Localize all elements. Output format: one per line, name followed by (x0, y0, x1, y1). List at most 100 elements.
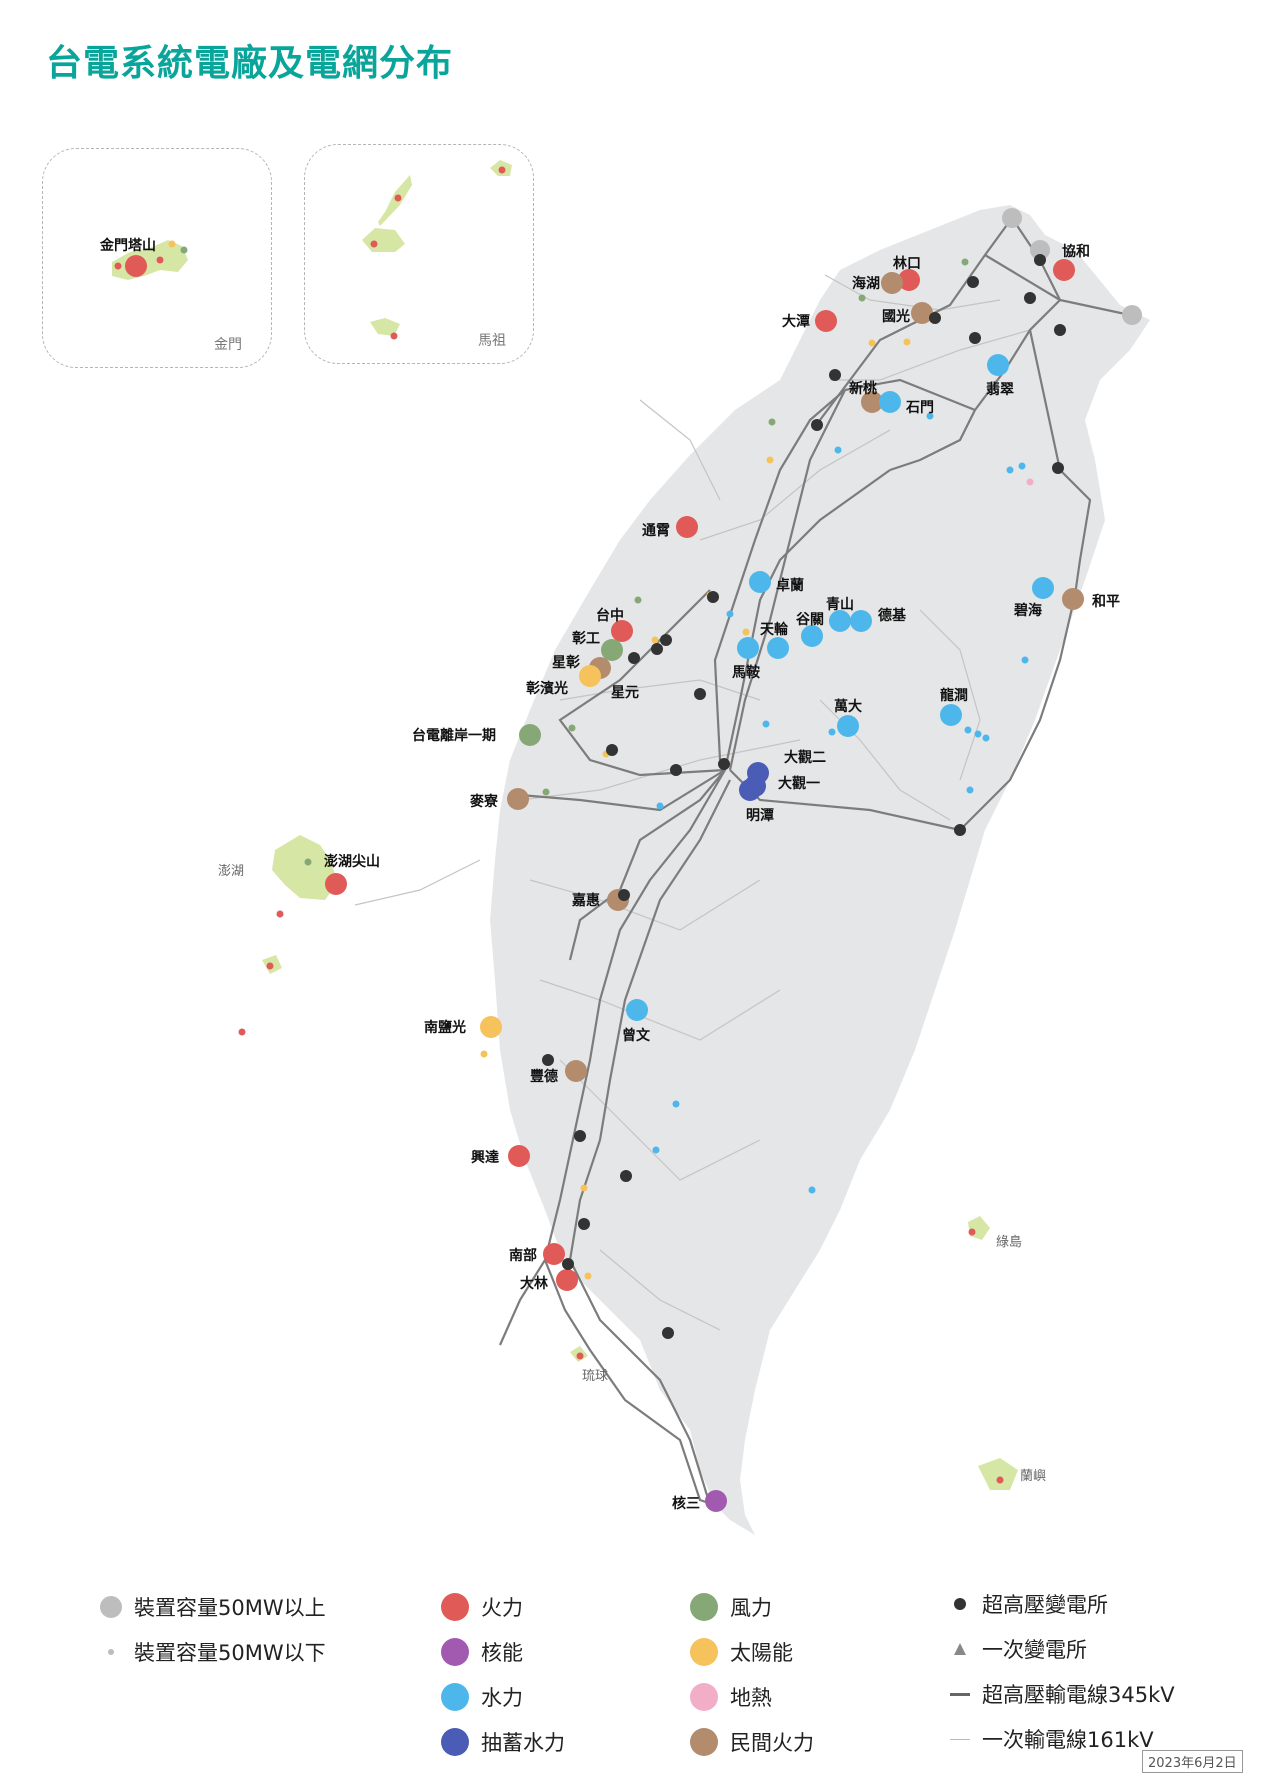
ehv-substation-icon (660, 634, 672, 646)
legend-thermal-dot (441, 1593, 469, 1621)
label-feicui: 翡翠 (986, 381, 1014, 398)
small-wind-dot (304, 858, 312, 866)
label-xintao: 新桃 (849, 380, 877, 397)
private-plant-haihu (881, 272, 903, 294)
thermal-plant-taichung (611, 620, 633, 642)
small-thermal-dot (238, 1028, 246, 1036)
legend-hydro: 水力 (441, 1682, 523, 1712)
ehv-substation-icon (670, 764, 682, 776)
small-hydro-dot (966, 786, 974, 794)
small-thermal-dot (156, 256, 164, 264)
small-hydro-dot (652, 1146, 660, 1154)
matsu-islet-d (370, 318, 400, 336)
large-plant-marker (1030, 240, 1050, 260)
map-title: 台電系統電廠及電網分布 (46, 43, 454, 84)
thermal-plant-datan (815, 310, 837, 332)
label-orchid-island: 蘭嶼 (1020, 1468, 1046, 1484)
matsu-islet-b (362, 228, 405, 252)
label-shimen: 石門 (905, 400, 934, 416)
hydro-plant-shimen (879, 391, 901, 413)
label-maanshan: 核三 (672, 1495, 700, 1512)
legend-solar-dot (690, 1638, 718, 1666)
small-wind-dot (961, 258, 969, 266)
label-green-island: 綠島 (996, 1235, 1022, 1250)
legend-hydro-dot (441, 1683, 469, 1711)
label-kinmen-tashan: 金門塔山 (99, 237, 156, 254)
ehv-substation-icon (1024, 292, 1036, 304)
thermal-plant-linkou (898, 269, 920, 291)
small-solar-dot (766, 456, 774, 464)
legend-wind-dot (690, 1593, 718, 1621)
hydro-plant-maan (737, 637, 759, 659)
label-guguan: 谷關 (796, 612, 824, 628)
penghu-islets (272, 835, 338, 900)
thermal-plant-penghu-jianshan (325, 873, 347, 895)
label-haihu: 海湖 (852, 275, 880, 292)
ehv-substation-icon (1052, 462, 1064, 474)
label-qingshan: 青山 (826, 596, 854, 613)
label-guoguang: 國光 (882, 308, 910, 325)
hydro-plant-qingshan (829, 610, 851, 632)
nuclear-plant-maanshan (705, 1490, 727, 1512)
ehv-substation-icon (954, 824, 966, 836)
small-wind-dot (568, 724, 576, 732)
small-hydro-dot (926, 412, 934, 420)
label-daguan1: 大觀一 (778, 775, 820, 792)
legend-thermal: 火力 (441, 1592, 523, 1622)
ehv-substation-icon (969, 332, 981, 344)
small-thermal-dot (576, 1352, 584, 1360)
kinmen-inset-label: 金門 (214, 337, 242, 353)
label-mailiao: 麥寮 (469, 793, 499, 810)
date-stamp: 2023年6月2日 (1142, 1750, 1243, 1773)
small-wind-dot (180, 246, 188, 254)
matsu-inset-label: 馬祖 (478, 333, 506, 349)
large-plant-marker (1122, 305, 1142, 325)
label-changgong: 彰工 (572, 630, 600, 647)
small-solar-dot (168, 240, 176, 248)
label-xingda: 興達 (471, 1149, 499, 1166)
private-plant-heping (1062, 588, 1084, 610)
label-longjian: 龍澗 (940, 687, 968, 704)
small-hydro-dot (726, 610, 734, 618)
small-solar-dot (580, 1184, 588, 1192)
thermal-plant-kinmen-tashan (125, 255, 147, 277)
ehv-substation-icon (718, 758, 730, 770)
label-mingtan: 明潭 (746, 807, 774, 824)
thermal-plant-tongxiao (676, 516, 698, 538)
hydro-plant-feicui (987, 354, 1009, 376)
kinmen-inset (42, 148, 272, 368)
ehv-substation-icon (829, 369, 841, 381)
small-solar-dot (868, 339, 876, 347)
small-wind-dot (542, 788, 550, 796)
private-plant-xintao (861, 391, 883, 413)
small-hydro-dot (656, 802, 664, 810)
large-plant-marker (1002, 208, 1022, 228)
small-thermal-dot (390, 332, 398, 340)
taiwan-landmass (490, 205, 1150, 1535)
legend-private-dot (690, 1728, 718, 1756)
small-wind-dot (634, 596, 642, 604)
label-xingyuan: 星元 (611, 685, 639, 701)
transmission-345kv-lines (498, 217, 1131, 1507)
hydro-plant-tianlun (767, 637, 789, 659)
thermal-plant-nanbu (543, 1243, 565, 1265)
label-wanda: 萬大 (834, 698, 862, 715)
thermal-plant-dalin (556, 1269, 578, 1291)
label-daguan2: 大觀二 (784, 749, 826, 766)
legend-line-345: 超高壓輸電線345kV (950, 1679, 1175, 1709)
hydro-plant-zengwen (626, 999, 648, 1021)
label-bihai: 碧海 (1013, 602, 1042, 619)
label-jiahui: 嘉惠 (571, 892, 600, 909)
legend: 裝置容量50MW以上 裝置容量50MW以下 火力 核能 水力 抽蓄水力 風力 太… (0, 1568, 1272, 1756)
small-thermal-dot (394, 194, 402, 202)
primary-substation-icon (950, 1639, 970, 1659)
label-penghu-jianshan: 澎湖尖山 (324, 853, 380, 870)
hydro-plant-guguan (801, 625, 823, 647)
legend-wind: 風力 (690, 1592, 772, 1622)
ehv-substation-icon (618, 889, 630, 901)
label-liuqiu: 琉球 (582, 1369, 608, 1384)
label-fengde: 豐德 (530, 1068, 558, 1085)
solar-plant-nanyanguang (480, 1016, 502, 1038)
small-hydro-dot (974, 730, 982, 738)
small-thermal-dot (498, 166, 506, 174)
